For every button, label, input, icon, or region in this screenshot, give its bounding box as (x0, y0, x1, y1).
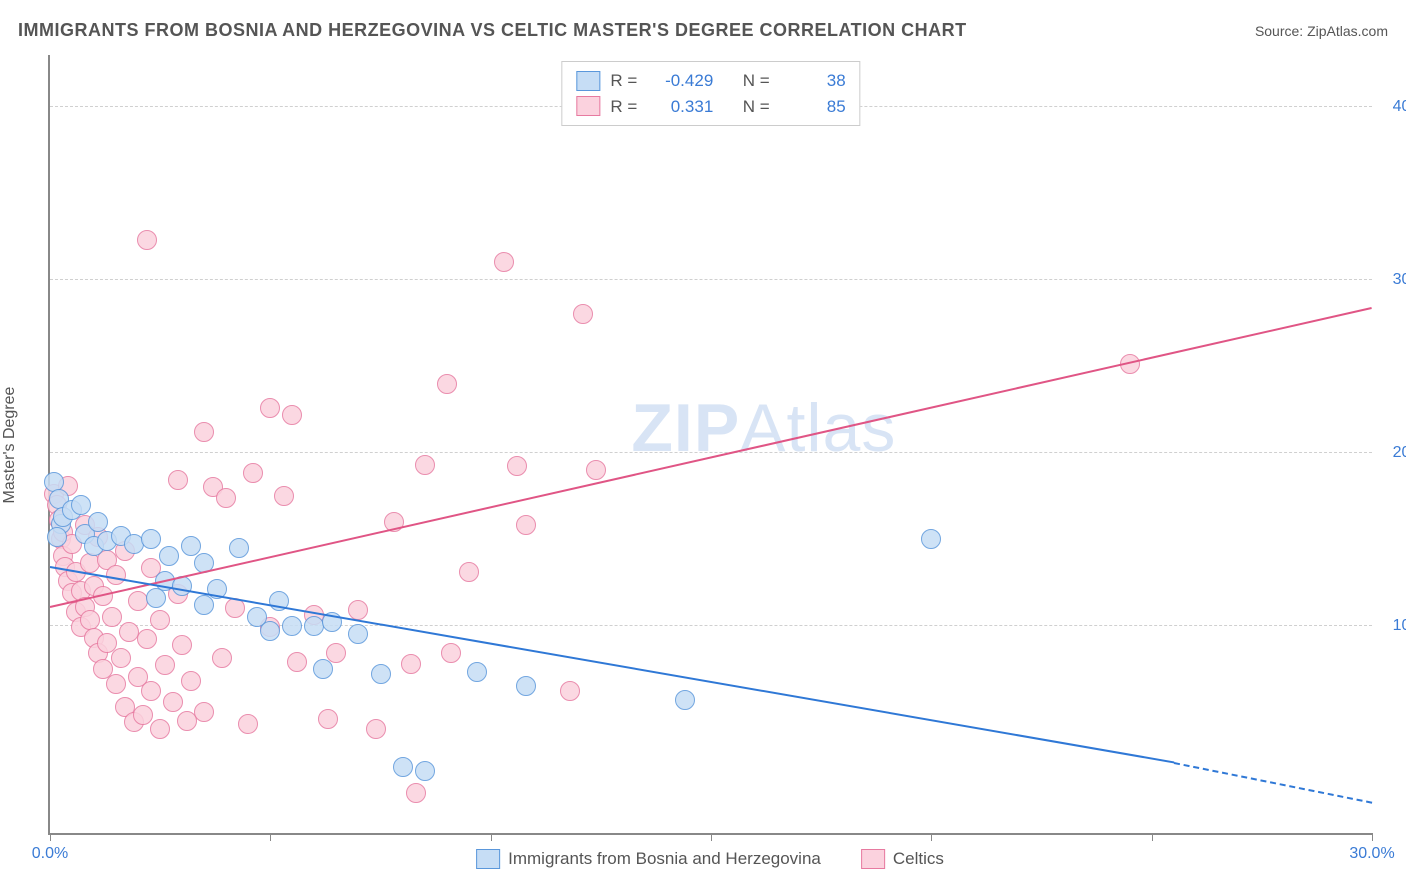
scatter-point-celtics (243, 463, 263, 483)
y-axis-label: Master's Degree (1, 387, 19, 504)
watermark: ZIPAtlas (631, 389, 896, 467)
gridline (50, 279, 1372, 280)
scatter-point-celtics (216, 488, 236, 508)
scatter-point-bosnia (393, 757, 413, 777)
scatter-point-bosnia (181, 536, 201, 556)
scatter-point-bosnia (229, 538, 249, 558)
plot-area: ZIPAtlas R =-0.429 N =38 R =0.331 N =85 … (48, 55, 1372, 835)
scatter-point-celtics (366, 719, 386, 739)
scatter-point-celtics (150, 719, 170, 739)
trend-dash-bosnia (1173, 762, 1372, 804)
scatter-point-celtics (111, 648, 131, 668)
y-tick-label: 20.0% (1378, 444, 1406, 462)
scatter-point-celtics (401, 654, 421, 674)
scatter-point-celtics (137, 230, 157, 250)
scatter-point-celtics (133, 705, 153, 725)
gridline (50, 452, 1372, 453)
scatter-point-celtics (437, 374, 457, 394)
y-tick-label: 30.0% (1378, 271, 1406, 289)
scatter-point-celtics (168, 470, 188, 490)
x-tick-label: 30.0% (1349, 845, 1394, 863)
scatter-point-celtics (163, 692, 183, 712)
scatter-point-celtics (406, 783, 426, 803)
x-tick (1152, 833, 1153, 841)
scatter-point-bosnia (47, 527, 67, 547)
scatter-point-celtics (415, 455, 435, 475)
scatter-point-celtics (181, 671, 201, 691)
y-tick-label: 40.0% (1378, 98, 1406, 116)
scatter-point-celtics (516, 515, 536, 535)
chart-region: Master's Degree ZIPAtlas R =-0.429 N =38… (48, 55, 1372, 835)
x-tick (270, 833, 271, 841)
x-tick (1372, 833, 1373, 841)
x-tick (931, 833, 932, 841)
scatter-point-celtics (441, 643, 461, 663)
scatter-point-celtics (274, 486, 294, 506)
scatter-point-celtics (102, 607, 122, 627)
scatter-point-bosnia (282, 616, 302, 636)
correlation-legend: R =-0.429 N =38 R =0.331 N =85 (561, 61, 860, 126)
y-tick-label: 10.0% (1378, 617, 1406, 635)
legend-item-celtics: Celtics (861, 849, 944, 869)
scatter-point-celtics (560, 681, 580, 701)
scatter-point-celtics (194, 702, 214, 722)
source-attribution: Source: ZipAtlas.com (1255, 23, 1388, 39)
series-legend: Immigrants from Bosnia and Herzegovina C… (476, 849, 944, 869)
scatter-point-celtics (106, 674, 126, 694)
scatter-point-celtics (573, 304, 593, 324)
scatter-point-bosnia (675, 690, 695, 710)
scatter-point-bosnia (371, 664, 391, 684)
scatter-point-bosnia (141, 529, 161, 549)
scatter-point-bosnia (313, 659, 333, 679)
scatter-point-celtics (260, 398, 280, 418)
scatter-point-celtics (318, 709, 338, 729)
x-tick-label: 0.0% (32, 845, 68, 863)
scatter-point-celtics (155, 655, 175, 675)
scatter-point-celtics (141, 681, 161, 701)
scatter-point-celtics (150, 610, 170, 630)
scatter-point-bosnia (415, 761, 435, 781)
chart-title: IMMIGRANTS FROM BOSNIA AND HERZEGOVINA V… (18, 20, 967, 41)
trend-line-celtics (50, 307, 1372, 608)
scatter-point-bosnia (516, 676, 536, 696)
scatter-point-bosnia (71, 495, 91, 515)
scatter-point-celtics (459, 562, 479, 582)
scatter-point-celtics (287, 652, 307, 672)
x-tick (711, 833, 712, 841)
scatter-point-bosnia (88, 512, 108, 532)
scatter-point-celtics (507, 456, 527, 476)
scatter-point-bosnia (194, 595, 214, 615)
legend-row-celtics: R =0.331 N =85 (576, 94, 845, 120)
scatter-point-celtics (212, 648, 232, 668)
scatter-point-celtics (194, 422, 214, 442)
x-tick (50, 833, 51, 841)
legend-item-bosnia: Immigrants from Bosnia and Herzegovina (476, 849, 821, 869)
scatter-point-bosnia (159, 546, 179, 566)
scatter-point-celtics (137, 629, 157, 649)
scatter-point-celtics (238, 714, 258, 734)
scatter-point-bosnia (467, 662, 487, 682)
x-tick (491, 833, 492, 841)
gridline (50, 625, 1372, 626)
scatter-point-celtics (494, 252, 514, 272)
swatch-celtics (576, 96, 600, 116)
scatter-point-bosnia (260, 621, 280, 641)
legend-row-bosnia: R =-0.429 N =38 (576, 68, 845, 94)
swatch-bosnia (476, 849, 500, 869)
swatch-bosnia (576, 71, 600, 91)
scatter-point-celtics (586, 460, 606, 480)
scatter-point-celtics (282, 405, 302, 425)
scatter-point-bosnia (348, 624, 368, 644)
scatter-point-bosnia (146, 588, 166, 608)
scatter-point-celtics (172, 635, 192, 655)
scatter-point-bosnia (921, 529, 941, 549)
swatch-celtics (861, 849, 885, 869)
scatter-point-celtics (348, 600, 368, 620)
